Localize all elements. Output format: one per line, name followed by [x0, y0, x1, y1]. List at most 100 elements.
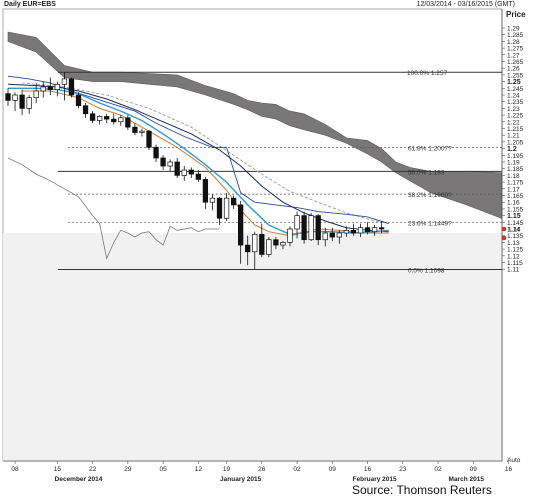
- price-tick-label: 1.11: [507, 267, 520, 274]
- candle-body: [223, 197, 230, 219]
- candle-body: [40, 86, 46, 92]
- candle-body: [379, 227, 385, 230]
- price-axis: 1.111.1151.121.1251.131.1351.141.1451.15…: [501, 9, 524, 461]
- ichimoku-cloud: [7, 31, 502, 219]
- price-tick-label: 1.17: [507, 186, 520, 193]
- auto-label: Auto: [507, 457, 521, 464]
- price-tick-label: 1.14: [507, 227, 520, 234]
- fib-label: 0.0% 1.1098: [408, 267, 445, 274]
- date-tick-label: 08: [11, 466, 19, 473]
- candle-body: [61, 78, 68, 85]
- price-tick-label: 1.29: [507, 26, 520, 33]
- candle-body: [329, 232, 335, 238]
- candle-body: [371, 227, 378, 233]
- last-price-label: 1.14: [508, 227, 521, 234]
- price-tick-label: 1.16: [507, 200, 520, 207]
- candle-body: [301, 215, 307, 241]
- price-tick-label: 1.185: [507, 166, 524, 173]
- date-tick-label: 09: [329, 466, 337, 473]
- chart-title: Daily EUR=EBS: [4, 1, 56, 8]
- date-tick-label: 15: [54, 466, 62, 473]
- candle-body: [75, 94, 82, 107]
- date-tick-label: 12: [195, 466, 203, 473]
- cloud-area: [7, 31, 502, 219]
- price-tick-label: 1.12: [507, 253, 520, 260]
- date-axis: 08 15 22 29 05 12 19 26 02 09 16 23 02 09 16 December 2…: [3, 460, 513, 483]
- candle-body: [118, 117, 124, 123]
- fib-label: 61.8% 1.2007?: [408, 146, 452, 153]
- candle-body: [280, 242, 286, 246]
- price-tick-label: 1.13: [507, 240, 520, 247]
- date-tick-label: 19: [223, 466, 231, 473]
- candle-body: [364, 227, 371, 233]
- date-tick-label: 23: [399, 466, 407, 473]
- candle-body: [82, 105, 89, 115]
- fib-label: 38.2% 1.1660?: [408, 192, 452, 199]
- candle-body: [287, 228, 293, 243]
- price-tick-label: 1.235: [507, 99, 524, 106]
- source-credit: Source: Thomson Reuters: [352, 483, 492, 497]
- date-tick-label: 05: [159, 466, 167, 473]
- candle-body: [160, 157, 166, 167]
- price-tick-label: 1.28: [507, 39, 520, 46]
- month-label: March 2015: [449, 476, 485, 483]
- candle-body: [47, 86, 53, 90]
- candle-body: [195, 173, 202, 180]
- candle-body: [202, 179, 209, 203]
- price-tick-label: 1.22: [507, 119, 520, 126]
- fib-label: 50.0% 1.183: [408, 169, 445, 176]
- candle-body: [315, 215, 321, 241]
- price-tick-label: 1.26: [507, 66, 520, 73]
- price-tick-label: 1.125: [507, 247, 524, 254]
- candle-body: [132, 126, 138, 133]
- candle-body: [12, 94, 18, 101]
- candle-body: [104, 116, 110, 120]
- candle-body: [336, 232, 342, 238]
- candle-body: [174, 161, 180, 176]
- candle-body: [209, 197, 216, 203]
- candle-body: [245, 244, 251, 253]
- lagging-span-line: [7, 157, 220, 260]
- candle-body: [216, 197, 223, 219]
- date-tick-label: 09: [470, 466, 478, 473]
- fib-label: 100.0% 1.257: [407, 70, 448, 77]
- candle-body: [266, 239, 272, 255]
- candle-body: [308, 215, 314, 241]
- month-label: February 2015: [353, 476, 397, 483]
- price-tick-label: 1.145: [507, 220, 524, 227]
- date-tick-label: 22: [89, 466, 97, 473]
- candle-body: [139, 130, 145, 133]
- date-tick-label: 29: [124, 466, 132, 473]
- price-tick-label: 1.245: [507, 86, 524, 93]
- candle-body: [111, 118, 117, 123]
- candle-body: [153, 146, 159, 159]
- price-tick-label: 1.285: [507, 32, 524, 39]
- price-tick-label: 1.255: [507, 72, 524, 79]
- candle-body: [68, 78, 75, 96]
- price-tick-label: 1.225: [507, 113, 524, 120]
- price-tick-label: 1.21: [507, 133, 520, 140]
- candle-body: [350, 229, 357, 234]
- price-tick-label: 1.27: [507, 52, 520, 59]
- candle-body: [54, 83, 60, 90]
- candle-body: [322, 232, 328, 241]
- fib-label: 23.6% 1.1449?: [408, 220, 452, 227]
- price-tick-label: 1.265: [507, 59, 524, 66]
- candle-body: [294, 215, 300, 230]
- price-tick-label: 1.135: [507, 233, 524, 240]
- candle-body: [167, 161, 173, 167]
- price-tick-label: 1.215: [507, 126, 524, 133]
- price-tick-label: 1.25: [507, 79, 521, 86]
- candle-body: [146, 130, 152, 148]
- fibonacci-levels: 100.0% 1.257 61.8% 1.2007? 50.0% 1.183 38.2…: [57, 70, 502, 274]
- candle-body: [259, 234, 265, 255]
- candle-body: [125, 117, 131, 128]
- price-tick-label: 1.2: [507, 146, 517, 153]
- price-tick-label: 1.175: [507, 180, 524, 187]
- date-tick-label: 16: [364, 466, 372, 473]
- candle-body: [252, 234, 258, 253]
- date-tick-label: 02: [434, 466, 442, 473]
- last-price-marker: [501, 226, 507, 232]
